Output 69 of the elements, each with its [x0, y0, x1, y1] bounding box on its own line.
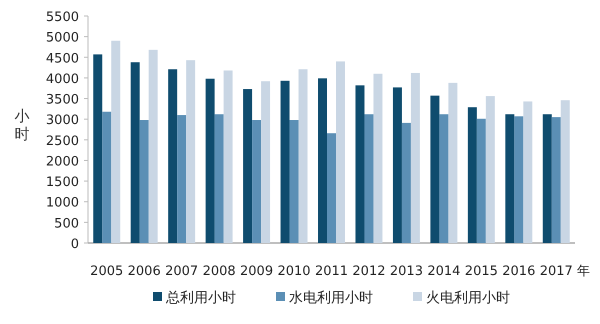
legend-label: 水电利用小时	[289, 290, 373, 306]
bar	[439, 114, 448, 243]
bar	[148, 50, 158, 243]
bar	[290, 120, 299, 243]
legend-label: 总利用小时	[165, 290, 236, 306]
bar	[392, 87, 402, 243]
x-tick-label: 2012	[352, 264, 386, 279]
bar	[448, 82, 458, 243]
y-tick-label: 4500	[46, 51, 79, 66]
x-tick-label: 2013	[390, 264, 423, 279]
bar	[280, 80, 290, 243]
bar	[186, 60, 196, 243]
y-tick-label: 0	[70, 237, 79, 252]
y-tick-label: 1000	[46, 196, 79, 211]
x-tick-label: 2009	[240, 264, 274, 279]
bar	[505, 114, 514, 243]
bar	[243, 89, 252, 243]
y-axis-title: 小时	[14, 107, 30, 143]
y-tick-label: 2500	[46, 134, 79, 149]
x-axis-title: 年	[576, 264, 590, 279]
bar	[224, 70, 233, 243]
x-tick-label: 2017	[540, 264, 573, 279]
bar	[336, 61, 345, 243]
x-tick-label: 2016	[502, 264, 536, 279]
x-tick-label: 2011	[314, 264, 348, 279]
bar	[410, 72, 420, 243]
bar	[102, 112, 112, 243]
bar	[552, 117, 561, 243]
x-tick-label: 2007	[165, 264, 198, 279]
bar	[140, 120, 149, 243]
bar	[514, 116, 524, 243]
x-tick-label: 2010	[277, 264, 311, 279]
y-tick-label: 1500	[46, 175, 79, 190]
bar	[523, 101, 532, 243]
bar	[430, 96, 440, 243]
legend-label: 火电利用小时	[426, 290, 510, 306]
bar	[252, 120, 262, 243]
x-tick-label: 2015	[464, 264, 498, 279]
bar	[111, 40, 120, 243]
bar	[298, 69, 308, 243]
bar	[476, 118, 486, 243]
x-tick-label: 2008	[202, 264, 236, 279]
bar	[364, 114, 374, 243]
bar	[560, 100, 570, 243]
x-tick-label: 2006	[128, 264, 161, 279]
y-tick-label: 2000	[46, 154, 79, 170]
y-tick-label: 3500	[46, 92, 79, 108]
bar	[206, 78, 215, 243]
y-tick-label: 5500	[46, 10, 79, 25]
y-tick-label: 3000	[46, 113, 79, 128]
bar	[261, 81, 270, 243]
bar	[542, 114, 552, 243]
bar	[177, 115, 186, 243]
x-tick-label: 2005	[90, 264, 124, 279]
x-tick-label: 2014	[427, 264, 460, 279]
y-tick-label: 500	[54, 216, 79, 232]
y-tick-label: 4000	[46, 72, 79, 87]
bar	[214, 114, 224, 243]
bar	[130, 62, 140, 243]
y-tick-label: 5000	[46, 30, 79, 46]
bar	[373, 74, 382, 243]
bar	[355, 85, 364, 243]
bar	[93, 54, 102, 243]
bar	[318, 78, 328, 243]
bar	[327, 133, 336, 243]
bar	[402, 122, 411, 243]
bar	[468, 107, 477, 243]
bar	[168, 69, 178, 243]
bar	[486, 96, 495, 243]
